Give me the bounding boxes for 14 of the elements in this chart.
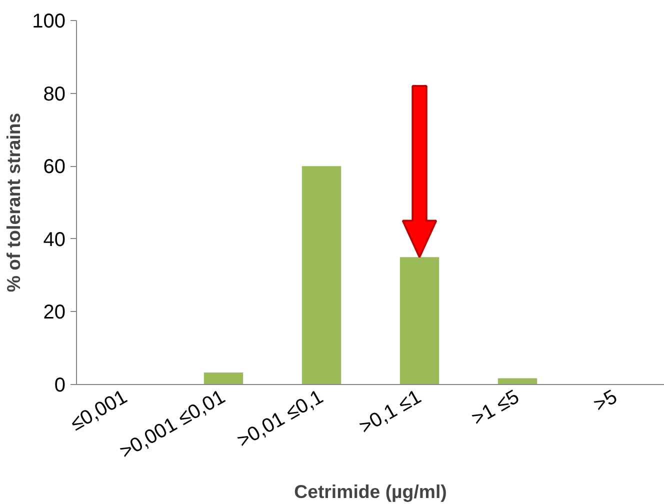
bar	[302, 166, 342, 384]
x-tick-label: >5	[590, 386, 621, 416]
y-tick-label: 40	[43, 228, 66, 251]
y-tick-label: 100	[32, 10, 66, 32]
y-axis-title: % of tolerant strains	[3, 112, 24, 292]
x-axis-title: Cetrimide (µg/ml)	[294, 480, 447, 502]
y-tick-label: 20	[43, 302, 66, 324]
y-tick-label: 80	[43, 83, 66, 106]
bar	[204, 372, 244, 384]
x-tick-label: >1 ≤5	[468, 386, 523, 430]
x-tick-label: >0,01 ≤0,1	[234, 386, 327, 452]
x-tick-label: >0,1 ≤1	[356, 386, 425, 438]
y-tick-label: 0	[54, 374, 66, 396]
y-tick-label: 60	[43, 156, 66, 178]
